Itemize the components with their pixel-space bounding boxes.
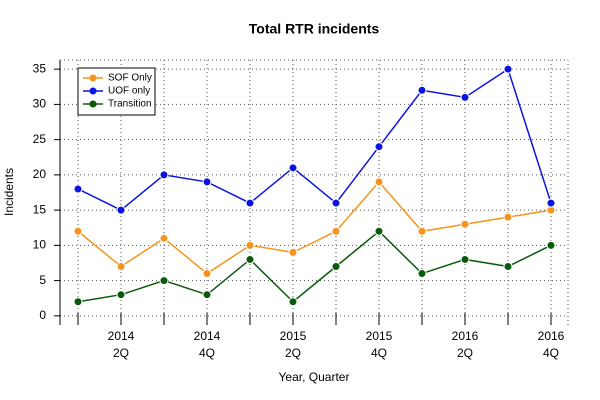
data-point [159,170,169,180]
data-point [73,184,83,194]
data-point [417,85,427,95]
y-axis-label: Incidents [2,168,16,216]
legend-marker [89,100,97,108]
data-point [546,240,556,250]
y-tick-label: 30 [33,97,47,111]
data-point [417,226,427,236]
data-point [331,262,341,272]
data-point [73,297,83,307]
legend-label: Transition [108,99,152,110]
data-point [245,254,255,264]
data-point [116,205,126,215]
data-point [331,198,341,208]
data-point [159,276,169,286]
data-point [116,262,126,272]
data-point [288,247,298,257]
legend-marker [89,74,97,82]
data-point [245,198,255,208]
data-point [460,219,470,229]
y-tick-label: 20 [33,167,47,181]
data-point [159,233,169,243]
data-point [202,177,212,187]
x-axis-label: Year, Quarter [279,370,350,384]
data-point [331,226,341,236]
data-point [460,254,470,264]
data-point [73,226,83,236]
data-point [245,240,255,250]
series-line [77,230,552,303]
x-tick-label: 2014 4Q [194,329,221,360]
data-point [374,177,384,187]
series-line [77,180,552,275]
data-point [374,142,384,152]
y-tick-label: 10 [33,238,47,252]
data-point [460,92,470,102]
y-tick-label: 35 [33,61,47,75]
data-point [503,212,513,222]
y-tick-label: 15 [33,202,47,216]
legend-marker [89,87,97,95]
x-tick-label: 2016 4Q [538,329,565,360]
data-point [417,269,427,279]
legend-label: UOF only [108,86,150,97]
chart-title: Total RTR incidents [249,21,380,37]
data-point [374,226,384,236]
data-point [503,64,513,74]
data-point [503,262,513,272]
data-point [202,269,212,279]
data-point [288,163,298,173]
y-tick-label: 5 [39,273,46,287]
x-tick-label: 2016 2Q [452,329,479,360]
series-line [77,67,552,212]
x-tick-label: 2015 4Q [366,329,393,360]
y-tick-label: 25 [33,132,47,146]
data-point [202,290,212,300]
data-point [116,290,126,300]
y-tick-label: 0 [39,308,46,322]
data-point [288,297,298,307]
data-point [546,198,556,208]
legend-label: SOF Only [108,73,152,84]
x-tick-label: 2014 2Q [108,329,135,360]
x-tick-label: 2015 2Q [280,329,307,360]
